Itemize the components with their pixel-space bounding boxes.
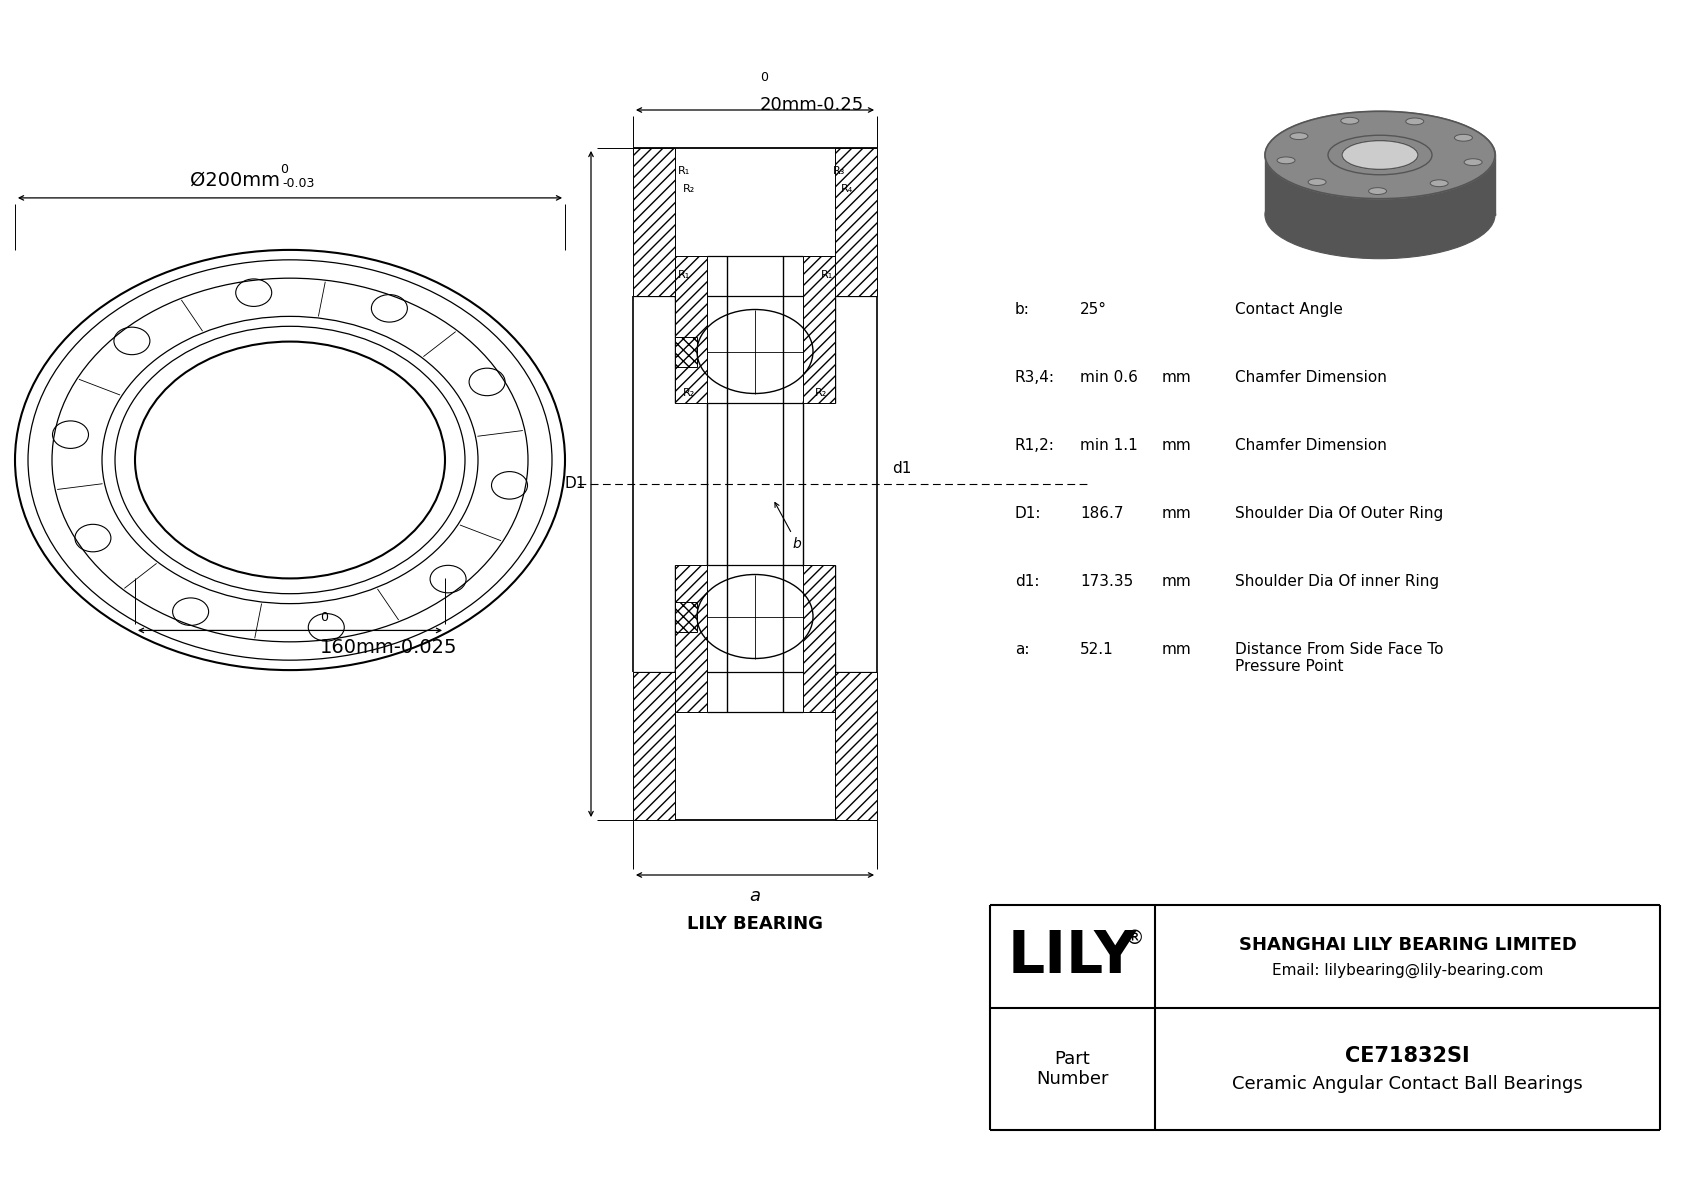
Text: R₂: R₂ — [815, 388, 827, 398]
Text: LILY BEARING: LILY BEARING — [687, 915, 823, 933]
Text: a:: a: — [1015, 642, 1029, 657]
Text: Pressure Point: Pressure Point — [1234, 659, 1344, 674]
Text: mm: mm — [1162, 438, 1192, 453]
Text: Part
Number: Part Number — [1036, 1049, 1108, 1089]
Bar — [675, 565, 707, 712]
Text: 186.7: 186.7 — [1079, 506, 1123, 520]
Text: b: b — [793, 537, 802, 551]
Ellipse shape — [1265, 172, 1495, 258]
Text: Shoulder Dia Of Outer Ring: Shoulder Dia Of Outer Ring — [1234, 506, 1443, 520]
Text: d1: d1 — [893, 461, 911, 476]
Bar — [835, 148, 877, 297]
Text: R₂: R₂ — [684, 183, 695, 194]
Text: Chamfer Dimension: Chamfer Dimension — [1234, 438, 1388, 453]
Text: d1:: d1: — [1015, 574, 1039, 590]
Text: LILY: LILY — [1007, 928, 1137, 985]
Text: Distance From Side Face To: Distance From Side Face To — [1234, 642, 1443, 657]
Text: R₁: R₁ — [820, 270, 834, 280]
Text: 160mm-0.025: 160mm-0.025 — [320, 638, 458, 657]
Bar — [835, 672, 877, 819]
Text: R₁: R₁ — [679, 270, 690, 280]
Text: CE71832SI: CE71832SI — [1346, 1046, 1470, 1066]
Text: R1,2:: R1,2: — [1015, 438, 1054, 453]
Text: Shoulder Dia Of inner Ring: Shoulder Dia Of inner Ring — [1234, 574, 1440, 590]
Text: ®: ® — [1125, 929, 1145, 948]
Bar — [675, 256, 707, 403]
Text: R₃: R₃ — [834, 166, 845, 176]
Bar — [803, 565, 835, 712]
Ellipse shape — [1455, 135, 1472, 142]
Bar — [675, 337, 697, 367]
Text: R3,4:: R3,4: — [1015, 370, 1054, 385]
Ellipse shape — [1290, 132, 1308, 139]
Text: Chamfer Dimension: Chamfer Dimension — [1234, 370, 1388, 385]
Bar — [633, 672, 675, 819]
Ellipse shape — [1406, 118, 1423, 125]
Text: 0: 0 — [280, 163, 288, 176]
Text: D1:: D1: — [1015, 506, 1041, 520]
Text: 0: 0 — [759, 71, 768, 85]
Ellipse shape — [1340, 118, 1359, 124]
Text: Contact Angle: Contact Angle — [1234, 303, 1342, 317]
Text: mm: mm — [1162, 506, 1192, 520]
Text: 20mm-0.25: 20mm-0.25 — [759, 96, 864, 114]
Bar — [675, 601, 697, 631]
Ellipse shape — [1369, 188, 1386, 194]
Ellipse shape — [1276, 157, 1295, 164]
Ellipse shape — [1463, 158, 1482, 166]
Text: -0.03: -0.03 — [281, 177, 315, 189]
Text: Ceramic Angular Contact Ball Bearings: Ceramic Angular Contact Ball Bearings — [1233, 1075, 1583, 1093]
Bar — [803, 256, 835, 403]
Text: mm: mm — [1162, 642, 1192, 657]
Text: R₁: R₁ — [679, 166, 690, 176]
Text: R₂: R₂ — [684, 388, 695, 398]
Text: Ø200mm: Ø200mm — [190, 170, 280, 189]
Text: 25°: 25° — [1079, 303, 1106, 317]
Text: SHANGHAI LILY BEARING LIMITED: SHANGHAI LILY BEARING LIMITED — [1238, 935, 1576, 954]
Text: R₄: R₄ — [840, 183, 854, 194]
Bar — [633, 148, 675, 297]
Text: min 1.1: min 1.1 — [1079, 438, 1138, 453]
Ellipse shape — [1430, 180, 1448, 187]
Text: Email: lilybearing@lily-bearing.com: Email: lilybearing@lily-bearing.com — [1271, 962, 1543, 978]
Text: mm: mm — [1162, 370, 1192, 385]
Text: D1: D1 — [564, 476, 586, 492]
Text: mm: mm — [1162, 574, 1192, 590]
Text: 0: 0 — [320, 611, 328, 624]
Text: a: a — [749, 887, 761, 905]
Polygon shape — [1342, 141, 1418, 169]
Text: min 0.6: min 0.6 — [1079, 370, 1138, 385]
Polygon shape — [1265, 111, 1495, 199]
Text: 52.1: 52.1 — [1079, 642, 1113, 657]
Text: b:: b: — [1015, 303, 1031, 317]
Ellipse shape — [1308, 179, 1325, 186]
Text: 173.35: 173.35 — [1079, 574, 1133, 590]
